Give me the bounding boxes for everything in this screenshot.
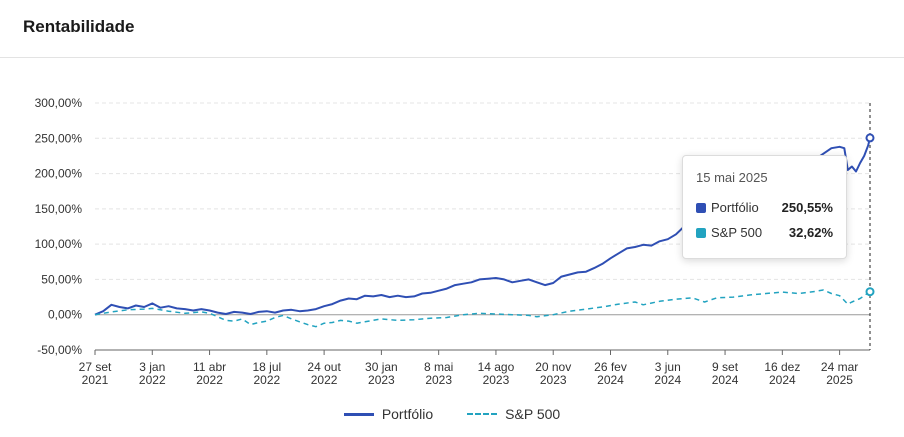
x-tick-label: 2022 [196, 373, 223, 387]
card-title: Rentabilidade [23, 17, 135, 36]
x-tick-label: 2024 [597, 373, 624, 387]
y-tick-label: 200,00% [35, 167, 83, 181]
legend-item-sp500[interactable]: S&P 500 [467, 406, 560, 422]
hover-marker-portfolio [865, 133, 875, 143]
legend-line-dashed-icon [467, 413, 498, 415]
tooltip-row-sp500: S&P 500 32,62% [696, 225, 833, 240]
x-tick-label: 11 abr [193, 360, 226, 374]
tooltip-series-value: 250,55% [781, 200, 833, 215]
y-tick-label: 100,00% [35, 237, 83, 251]
x-tick-label: 2023 [483, 373, 510, 387]
x-tick-label: 2022 [139, 373, 166, 387]
x-tick-label: 3 jan [139, 360, 165, 374]
x-tick-label: 20 nov [535, 360, 571, 374]
hover-marker-sp500 [865, 287, 875, 297]
x-tick-label: 2021 [82, 373, 109, 387]
tooltip-series-name: S&P 500 [711, 225, 763, 240]
x-tick-label: 24 out [307, 360, 341, 374]
tooltip-series-value: 32,62% [788, 225, 833, 240]
x-tick-label: 14 ago [478, 360, 515, 374]
x-tick-label: 18 jul [252, 360, 281, 374]
y-tick-label: 300,00% [35, 96, 83, 110]
series-line-sp500 [94, 289, 871, 328]
y-axis: 300,00% 250,00% 200,00% 150,00% 100,00% 50,00… [35, 96, 83, 357]
x-tick-label: 26 fev [594, 360, 627, 374]
chart-tooltip: 15 mai 2025 Portfólio 250,55% S&P 500 32… [682, 155, 847, 259]
tooltip-date: 15 mai 2025 [696, 170, 768, 185]
legend-item-portfolio[interactable]: Portfólio [343, 406, 434, 422]
tooltip-row-portfolio: Portfólio 250,55% [696, 200, 833, 215]
x-tick-label: 2022 [311, 373, 338, 387]
x-tick-label: 27 set [79, 360, 112, 374]
tooltip-swatch-portfolio [696, 202, 706, 213]
tooltip-swatch-sp500 [696, 227, 706, 238]
y-tick-label: 0,00% [48, 308, 82, 322]
x-tick-label: 2024 [769, 373, 796, 387]
card-header: Rentabilidade [0, 0, 904, 58]
hover-indicator [865, 103, 875, 350]
legend-line-solid-icon [343, 412, 374, 416]
tooltip-series-name: Portfólio [711, 200, 759, 215]
x-tick-label: 2024 [654, 373, 681, 387]
x-tick-label: 2023 [368, 373, 395, 387]
x-tick-label: 8 mai [424, 360, 453, 374]
legend-label: Portfólio [381, 406, 434, 422]
x-tick-label: 16 dez [764, 360, 800, 374]
x-tick-label: 2023 [425, 373, 452, 387]
y-tick-label: 250,00% [35, 131, 83, 145]
y-tick-label: 50,00% [41, 272, 82, 286]
legend-label: S&P 500 [505, 406, 561, 422]
x-tick-label: 30 jan [365, 360, 398, 374]
x-tick-label: 24 mar [821, 360, 858, 374]
x-tick-label: 3 jun [655, 360, 681, 374]
chart-legend: Portfólio S&P 500 [0, 406, 904, 422]
x-tick-label: 2024 [712, 373, 739, 387]
y-tick-label: -50,00% [37, 343, 82, 357]
y-tick-label: 150,00% [35, 202, 83, 216]
x-tick-label: 2022 [253, 373, 280, 387]
x-tick-label: 9 set [712, 360, 739, 374]
x-tick-label: 2023 [540, 373, 567, 387]
x-tick-label: 2025 [826, 373, 853, 387]
